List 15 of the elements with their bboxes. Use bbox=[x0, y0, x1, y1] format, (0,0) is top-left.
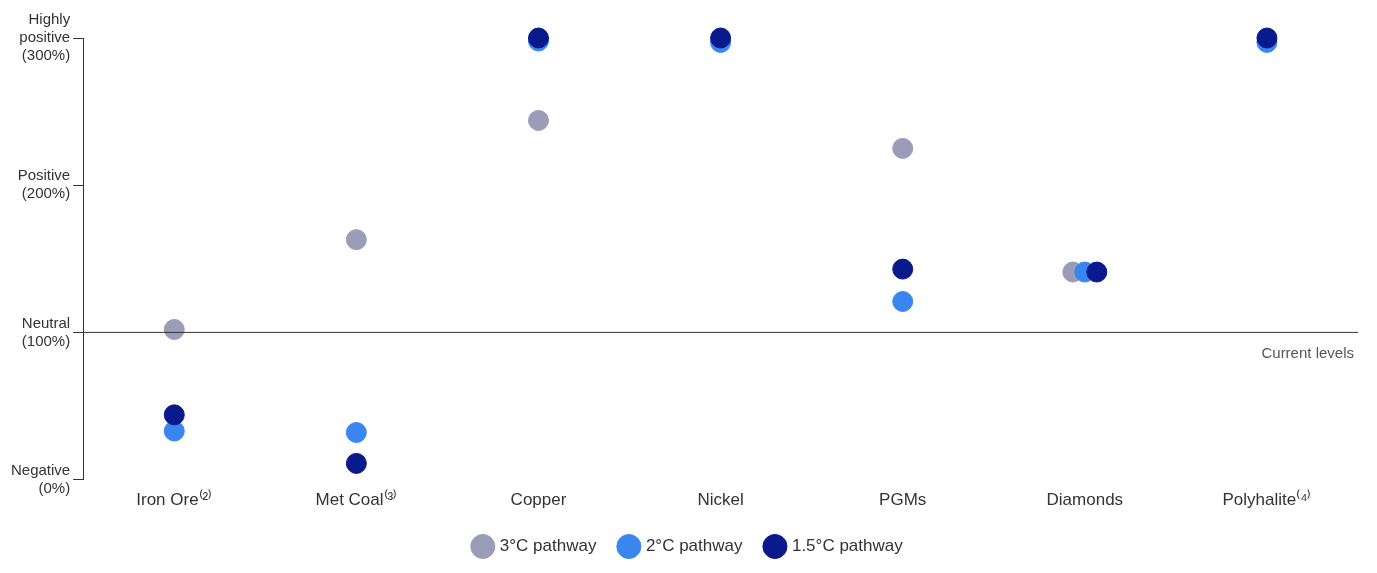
x-tick-label: Diamonds bbox=[1046, 490, 1124, 510]
x-tick-label: Copper bbox=[510, 490, 567, 510]
y-tick-label: Positive (200%) bbox=[17, 166, 71, 202]
x-tick-label: Met Coal⁽³⁾ bbox=[315, 489, 398, 510]
ref-line-label: Current levels bbox=[1261, 344, 1354, 362]
x-tick-label: PGMs bbox=[879, 490, 927, 510]
y-tick-label: Neutral (100%) bbox=[21, 313, 71, 349]
x-tick-label: Iron Ore⁽²⁾ bbox=[136, 489, 213, 510]
legend-label: 1.5°C pathway bbox=[791, 536, 904, 556]
x-tick-label: Nickel bbox=[697, 490, 744, 510]
x-tick-label: Polyhalite⁽⁴⁾ bbox=[1222, 489, 1312, 510]
y-tick-label: Negative (0%) bbox=[11, 460, 71, 496]
y-tick-label: Highly positive (300%) bbox=[19, 10, 71, 64]
legend-label: 2°C pathway bbox=[645, 536, 743, 556]
legend-label: 3°C pathway bbox=[499, 536, 597, 556]
